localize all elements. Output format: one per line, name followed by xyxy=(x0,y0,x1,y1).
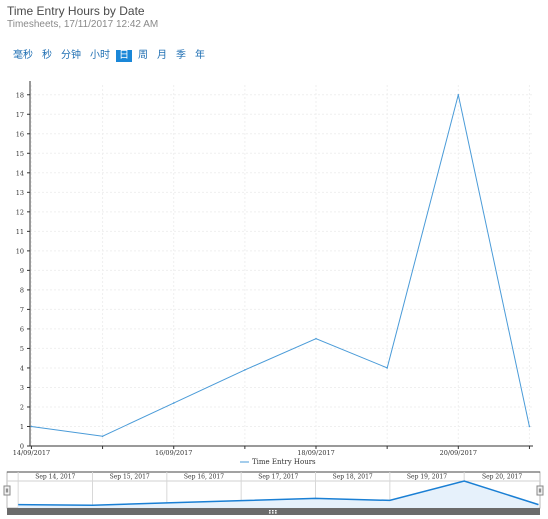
zoom-option-7[interactable]: 季 xyxy=(176,50,186,61)
y-tick-label: 0 xyxy=(20,443,24,451)
y-tick-label: 8 xyxy=(20,286,24,294)
y-tick-label: 15 xyxy=(16,150,24,158)
grip-icon[interactable] xyxy=(269,510,277,514)
chart-title: Time Entry Hours by Date xyxy=(7,4,145,18)
data-point[interactable] xyxy=(30,425,33,428)
navigator-area xyxy=(18,481,539,508)
y-tick-label: 17 xyxy=(16,111,24,119)
zoom-option-0[interactable]: 毫秒 xyxy=(13,50,33,61)
navigator-label: Sep 15, 2017 xyxy=(110,474,150,481)
y-tick-label: 14 xyxy=(16,169,24,177)
y-tick-label: 12 xyxy=(16,208,24,216)
vertical-gridlines xyxy=(30,85,530,446)
x-tick-label: 20/09/2017 xyxy=(440,449,477,457)
zoom-option-2[interactable]: 分钟 xyxy=(61,50,81,61)
navigator-series-line xyxy=(18,480,539,507)
series-line-time-entry-hours xyxy=(31,94,530,437)
y-tick-label: 10 xyxy=(16,247,24,255)
y-tick-label: 1 xyxy=(20,423,24,431)
data-point[interactable] xyxy=(386,367,388,369)
navigator-label: Sep 20, 2017 xyxy=(482,474,522,481)
legend-label[interactable]: Time Entry Hours xyxy=(252,458,316,466)
horizontal-gridlines xyxy=(30,94,533,447)
navigator-left-handle[interactable] xyxy=(3,485,11,496)
x-tick-label: 14/09/2017 xyxy=(13,449,50,457)
navigator-label: Sep 17, 2017 xyxy=(258,474,298,481)
y-tick-label: 3 xyxy=(20,384,24,392)
legend: Time Entry Hours xyxy=(240,458,316,466)
y-tick-label: 11 xyxy=(16,228,24,236)
y-tick-label: 6 xyxy=(20,325,24,333)
y-tick-label: 9 xyxy=(20,267,24,275)
data-point[interactable] xyxy=(172,402,175,404)
navigator-scrollbar[interactable] xyxy=(7,508,540,515)
data-point[interactable] xyxy=(101,435,104,438)
navigator-label: Sep 16, 2017 xyxy=(184,474,224,481)
y-tick-label: 2 xyxy=(20,403,24,411)
zoom-option-5[interactable]: 周 xyxy=(138,50,148,61)
data-point[interactable] xyxy=(457,93,460,96)
data-point[interactable] xyxy=(315,337,317,340)
zoom-option-8[interactable]: 年 xyxy=(195,50,205,61)
zoom-option-1[interactable]: 秒 xyxy=(42,50,52,61)
zoom-option-3[interactable]: 小时 xyxy=(90,50,110,61)
y-tick-label: 4 xyxy=(20,364,24,372)
x-tick-label: 16/09/2017 xyxy=(155,449,192,457)
y-tick-label: 7 xyxy=(20,306,24,314)
y-tick-label: 5 xyxy=(20,345,24,353)
chart-subtitle: Timesheets, 17/11/2017 12:42 AM xyxy=(7,19,159,30)
zoom-option-4[interactable]: 日 xyxy=(116,50,132,62)
y-tick-label: 13 xyxy=(16,189,24,197)
navigator[interactable]: Sep 14, 2017 Sep 15, 2017 Sep 16, 2017 Sep … xyxy=(0,466,548,519)
navigator-right-handle[interactable] xyxy=(536,485,544,496)
x-tick-label: 18/09/2017 xyxy=(297,449,334,457)
zoom-selector: 毫秒秒分钟 小时日周月季年 xyxy=(10,50,208,62)
data-point[interactable] xyxy=(244,369,246,371)
navigator-label: Sep 19, 2017 xyxy=(407,474,447,481)
zoom-option-6[interactable]: 月 xyxy=(157,50,167,61)
series-group xyxy=(30,93,531,438)
navigator-label: Sep 18, 2017 xyxy=(333,474,373,481)
y-tick-label: 18 xyxy=(16,91,24,99)
data-point[interactable] xyxy=(528,425,531,428)
navigator-label: Sep 14, 2017 xyxy=(35,474,75,481)
x-axis: 14/09/2017 16/09/2017 18/09/2017 20/09/2017 xyxy=(13,445,533,457)
y-tick-label: 16 xyxy=(16,130,24,138)
